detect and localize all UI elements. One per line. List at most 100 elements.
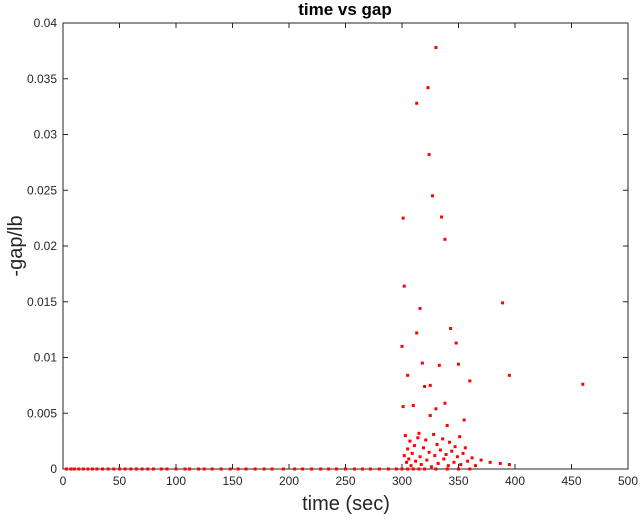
point [360, 467, 364, 471]
point [106, 467, 110, 471]
point [435, 442, 439, 446]
point [411, 467, 415, 471]
point [433, 454, 437, 458]
point [310, 467, 314, 471]
y-tick-label: 0 [50, 462, 57, 476]
x-tick-label: 200 [279, 474, 299, 488]
point [501, 301, 505, 305]
point [262, 467, 266, 471]
point [400, 344, 404, 348]
point [202, 467, 206, 471]
point [402, 454, 406, 458]
point [151, 467, 155, 471]
point [437, 363, 441, 367]
point [459, 463, 463, 467]
point [334, 467, 338, 471]
point [319, 467, 323, 471]
point [236, 467, 240, 471]
point [270, 467, 274, 471]
x-axis-label: time (sec) [302, 493, 390, 515]
point [425, 458, 429, 462]
point [123, 467, 127, 471]
point [112, 467, 116, 471]
point [394, 467, 398, 471]
point [443, 237, 447, 241]
point [411, 403, 415, 407]
point [432, 432, 436, 436]
y-tick-label: 0.025 [27, 183, 57, 197]
point [344, 467, 347, 471]
point [426, 86, 430, 90]
point [424, 438, 428, 442]
point [462, 418, 466, 422]
y-tick-label: 0.03 [34, 128, 58, 142]
point [429, 465, 433, 469]
point [90, 467, 94, 471]
x-tick-label: 150 [222, 474, 242, 488]
point [427, 450, 431, 454]
point [445, 424, 449, 428]
point [436, 461, 440, 465]
point [210, 467, 214, 471]
point [183, 467, 187, 471]
point [416, 436, 420, 440]
point [415, 331, 419, 335]
point [415, 101, 419, 105]
point [219, 467, 223, 471]
point [419, 463, 423, 467]
point [498, 461, 502, 465]
x-tick-label: 0 [60, 474, 67, 488]
point [446, 464, 450, 468]
point [401, 405, 405, 409]
point [118, 467, 121, 471]
point [95, 467, 99, 471]
point [418, 306, 422, 310]
point [454, 341, 458, 345]
x-tick-label: 100 [166, 474, 186, 488]
point [327, 467, 331, 471]
y-tick-label: 0.04 [34, 16, 58, 30]
point [86, 467, 90, 471]
point [417, 431, 421, 435]
point [443, 401, 447, 405]
point [69, 467, 73, 471]
point [441, 437, 445, 441]
x-tick-label: 400 [505, 474, 525, 488]
point [468, 379, 472, 383]
point [428, 383, 432, 387]
point [403, 434, 407, 438]
plot-frame [62, 22, 629, 470]
point [457, 467, 460, 471]
point [473, 464, 477, 468]
point [418, 455, 422, 459]
point [253, 467, 257, 471]
point [244, 467, 248, 471]
point [197, 467, 201, 471]
point [412, 444, 416, 448]
point [450, 449, 454, 453]
point [414, 459, 418, 463]
point [188, 467, 192, 471]
point [449, 327, 453, 331]
point [438, 448, 442, 452]
point [421, 446, 425, 450]
point [408, 439, 412, 443]
point [507, 463, 511, 467]
x-tick-label: 250 [335, 474, 355, 488]
point [427, 153, 431, 157]
point [134, 467, 138, 471]
point [461, 451, 465, 455]
point [440, 215, 444, 219]
point [406, 467, 410, 471]
point [428, 413, 432, 417]
y-tick-label: 0.01 [34, 351, 58, 365]
x-tick-label: 50 [113, 474, 127, 488]
point [402, 284, 406, 288]
point [466, 459, 470, 463]
y-tick-label: 0.02 [34, 239, 58, 253]
point [420, 361, 424, 365]
point [442, 457, 446, 461]
point [64, 467, 68, 471]
point [488, 460, 492, 464]
